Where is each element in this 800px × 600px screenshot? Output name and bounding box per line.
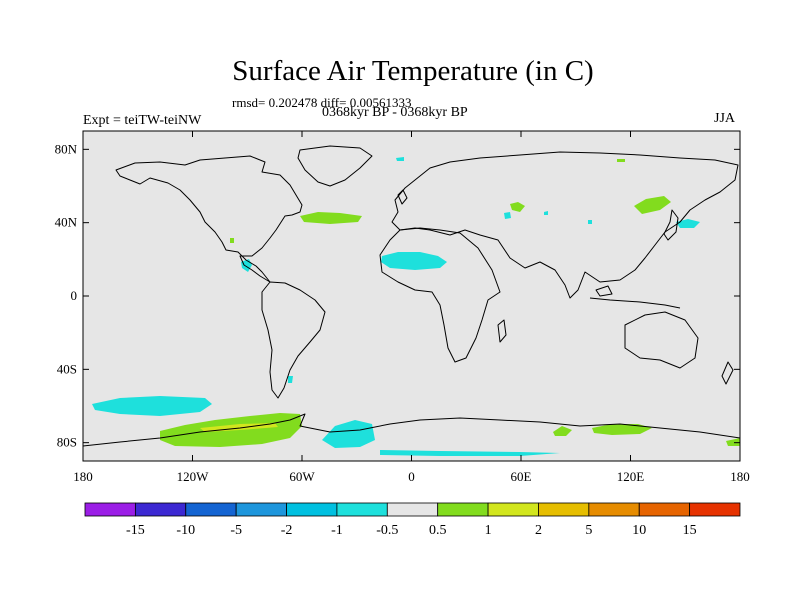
- lon-tick-label: 180: [73, 469, 93, 484]
- plot-title: Surface Air Temperature (in C): [232, 55, 594, 87]
- colorbar-label: -15: [126, 523, 145, 538]
- experiment-label: Expt = teiTW-teiNW: [83, 113, 202, 128]
- colorbar-swatch: [689, 502, 741, 517]
- coastline-north-america: [115, 155, 303, 283]
- lon-tick-label: 60E: [511, 469, 532, 484]
- coastline-greenland: [297, 145, 373, 187]
- coastline-antarctica: [83, 413, 740, 447]
- colorbar-swatch: [134, 502, 187, 517]
- anomaly-patch-weddell: [322, 420, 375, 448]
- coastline-indonesia: [589, 285, 681, 309]
- anomaly-patch-antarctic-wedge: [553, 426, 572, 436]
- colorbar-label: -10: [176, 523, 195, 538]
- colorbar-swatch: [437, 502, 489, 517]
- colorbar-label: 15: [683, 523, 697, 538]
- lon-tick-label: 0: [408, 469, 415, 484]
- lon-tick-label: 180: [730, 469, 750, 484]
- anomaly-patch-north-atlantic: [300, 212, 362, 224]
- colorbar-swatch: [84, 502, 136, 517]
- colorbar: [84, 502, 741, 517]
- lon-tick-label: 120E: [617, 469, 645, 484]
- colorbar-swatch: [235, 502, 287, 517]
- anomaly-patch-antarctic-coast: [380, 450, 560, 456]
- lat-tick-label: 80S: [57, 435, 77, 450]
- coastlines: [83, 145, 740, 447]
- anomaly-patch-green-small-2: [617, 159, 625, 162]
- lat-tick-label: 80N: [55, 141, 78, 156]
- colorbar-swatch: [386, 502, 439, 517]
- lat-tick-label: 40N: [55, 215, 78, 230]
- colorbar-labels: -15 -10 -5 -2 -1 -0.5 0.5 1 2 5 10 15: [126, 523, 697, 538]
- colorbar-label: 0.5: [429, 523, 447, 538]
- colorbar-label: -0.5: [376, 523, 398, 538]
- stats-subtitle: rmsd= 0.202478 diff= 0.00561333: [232, 95, 412, 110]
- anomaly-patch-east-antarctica: [592, 424, 652, 435]
- coastline-uk: [397, 189, 408, 205]
- anomaly-patch-japan: [676, 219, 700, 228]
- lat-tick-label: 40S: [57, 361, 77, 376]
- coastline-japan: [663, 209, 679, 241]
- lon-tick-label: 60W: [289, 469, 315, 484]
- colorbar-label: -1: [331, 523, 343, 538]
- coastline-new-zealand: [721, 361, 734, 385]
- colorbar-label: 1: [485, 523, 492, 538]
- season-label: JJA: [714, 111, 736, 126]
- anomaly-patch-mideast: [504, 212, 511, 219]
- colorbar-swatch: [286, 502, 338, 517]
- colorbar-label: 10: [632, 523, 646, 538]
- colorbar-swatch: [638, 502, 691, 517]
- coastline-eurasia: [391, 151, 739, 299]
- colorbar-swatch: [185, 502, 237, 517]
- anomaly-patch-cyan-small-3: [288, 376, 293, 383]
- colorbar-swatch: [487, 502, 539, 517]
- anomaly-patch-arctic: [396, 157, 404, 161]
- anomaly-patch-green-small-1: [230, 238, 234, 243]
- colorbar-label: 2: [535, 523, 542, 538]
- period-subtitle: 0368kyr BP - 0368kyr BP: [322, 105, 468, 120]
- anomaly-patch-siberia: [634, 196, 671, 214]
- lat-tick-label: 0: [71, 288, 78, 303]
- colorbar-swatch: [538, 502, 590, 517]
- coastline-south-america: [261, 281, 326, 399]
- anomaly-patch-caspian: [510, 202, 525, 212]
- colorbar-swatch: [336, 502, 388, 517]
- latitude-axis: 80N 40N 0 40S 80S: [55, 141, 740, 450]
- colorbar-label: -2: [281, 523, 293, 538]
- coastline-australia: [624, 311, 699, 369]
- colorbar-label: -5: [230, 523, 242, 538]
- anomaly-patch-sahara: [381, 252, 447, 270]
- anomaly-patch-cyan-small-2: [588, 220, 592, 224]
- coastline-africa: [379, 227, 501, 363]
- colorbar-label: 5: [585, 523, 592, 538]
- anomaly-patch-south-pacific: [92, 396, 212, 416]
- anomaly-patch-cyan-small-1: [544, 211, 548, 215]
- colorbar-swatch: [588, 502, 640, 517]
- lon-tick-label: 120W: [177, 469, 210, 484]
- anomaly-patch-ross: [726, 438, 740, 446]
- coastline-madagascar: [497, 319, 507, 343]
- longitude-axis: 180 120W 60W 0 60E 120E 180: [73, 131, 750, 484]
